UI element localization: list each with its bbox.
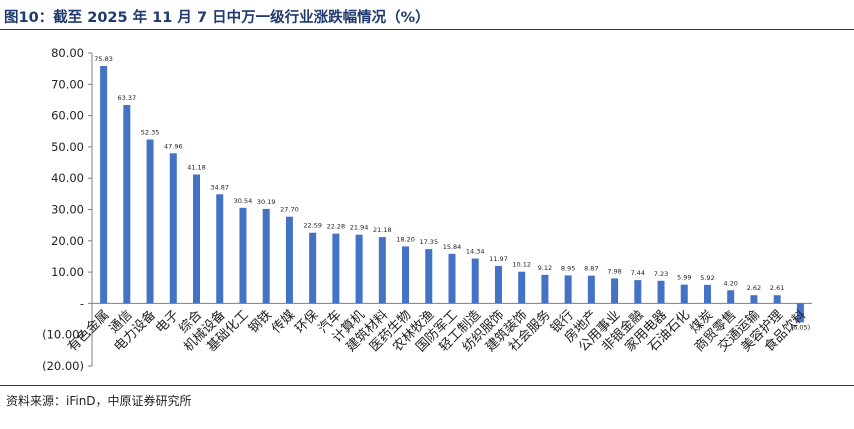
data-label: 5.92 (700, 274, 714, 282)
bar (332, 233, 340, 304)
bar (425, 249, 433, 304)
bar (611, 278, 619, 304)
bar (541, 274, 549, 304)
bar (448, 253, 456, 304)
data-label: 47.96 (164, 142, 183, 150)
bar (146, 139, 154, 304)
bar (239, 207, 247, 304)
y-tick-label: 40.00 (51, 171, 84, 185)
bar (355, 234, 363, 304)
data-label: 34.87 (210, 183, 229, 191)
data-label: 10.12 (512, 261, 531, 269)
bar (100, 66, 108, 304)
data-label: 7.44 (631, 269, 645, 277)
data-label: 14.34 (466, 248, 485, 256)
bar (680, 284, 688, 304)
bar (309, 232, 317, 304)
y-tick-label: 70.00 (51, 77, 84, 91)
data-label: 17.35 (419, 238, 438, 246)
y-tick-label: 50.00 (51, 140, 84, 154)
bar (564, 275, 572, 304)
y-tick-label: 80.00 (51, 46, 84, 60)
data-label: 75.83 (94, 55, 113, 63)
y-tick-label: - (80, 296, 84, 310)
data-label: 7.23 (654, 270, 668, 278)
bar (123, 105, 131, 304)
bar (216, 194, 224, 304)
data-label: 27.70 (280, 206, 299, 214)
bar (727, 290, 735, 304)
category-label: 传媒 (269, 308, 298, 337)
bar (169, 153, 177, 304)
y-tick-label: 20.00 (51, 234, 84, 248)
bar (262, 208, 270, 304)
data-label: 5.99 (677, 274, 691, 282)
data-label: 52.35 (141, 129, 160, 137)
bar (773, 295, 781, 304)
data-label: 4.20 (723, 279, 737, 287)
data-label: 7.98 (607, 267, 621, 275)
bottom-rule (0, 385, 854, 386)
chart-title: 图10：截至 2025 年 11 月 7 日中万一级行业涨跌幅情况（%） (4, 10, 430, 26)
data-label: 21.94 (350, 224, 369, 232)
bar (193, 174, 201, 304)
y-tick-label: (10.00) (42, 328, 84, 342)
y-tick-label: 30.00 (51, 203, 84, 217)
bar (285, 216, 293, 304)
bar (494, 265, 502, 304)
bar (657, 280, 665, 304)
data-label: 9.12 (538, 264, 552, 272)
data-label: 22.28 (327, 223, 346, 231)
bar (587, 275, 595, 304)
data-label: (6.05) (791, 323, 811, 331)
bar (703, 284, 711, 304)
y-tick-label: 10.00 (51, 265, 84, 279)
bar (634, 280, 642, 304)
data-label: 22.59 (303, 222, 322, 230)
data-label: 8.87 (584, 265, 598, 273)
bar (378, 237, 386, 304)
bar-chart: 80.00 70.00 60.00 50.00 40.00 30.00 20.00 10.00… (42, 46, 812, 373)
data-label: 30.54 (234, 197, 253, 205)
y-tick-label: (20.00) (42, 359, 84, 373)
title-rule (0, 29, 854, 30)
data-label: 63.37 (118, 94, 137, 102)
source-note: 资料来源：iFinD，中原证券研究所 (6, 394, 192, 408)
data-label: 30.19 (257, 198, 276, 206)
data-label: 41.18 (187, 164, 206, 172)
y-tick-label: 60.00 (51, 109, 84, 123)
bar (402, 246, 410, 304)
category-label: 环保 (292, 308, 321, 337)
data-label: 2.62 (747, 284, 761, 292)
data-label: 8.95 (561, 264, 575, 272)
bar (750, 295, 758, 304)
data-label: 18.20 (396, 235, 415, 243)
bar (518, 271, 526, 304)
data-label: 2.61 (770, 284, 784, 292)
category-label: 钢铁 (246, 308, 275, 337)
data-label: 15.84 (443, 243, 462, 251)
bar (471, 258, 479, 304)
category-label: 电子 (153, 308, 182, 337)
data-label: 11.97 (489, 255, 508, 263)
bar (796, 303, 804, 323)
data-label: 21.18 (373, 226, 392, 234)
